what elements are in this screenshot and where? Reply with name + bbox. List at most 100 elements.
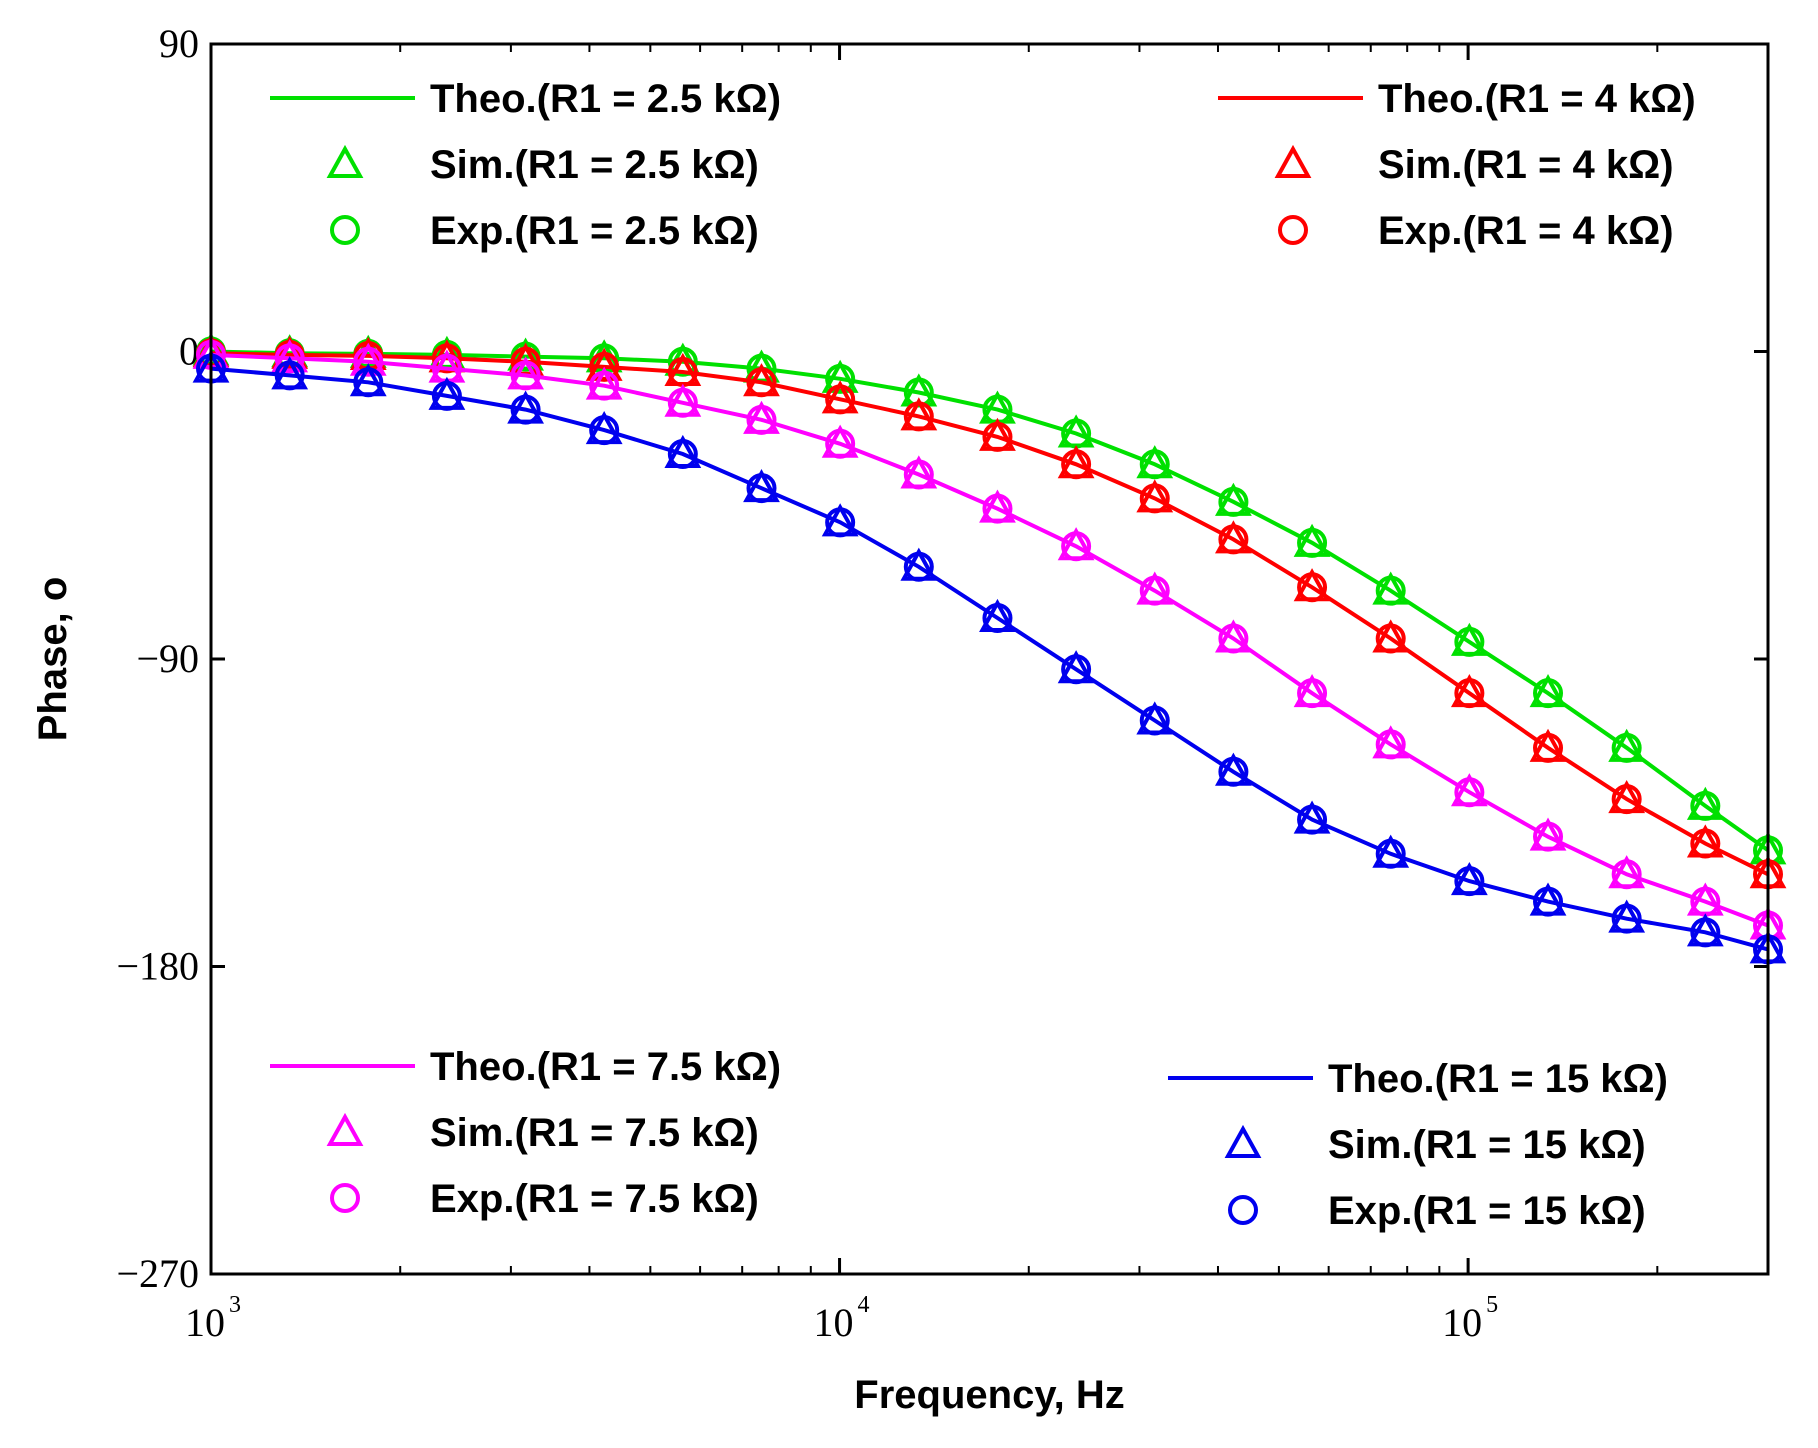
legend-circle-m (330, 1183, 360, 1213)
exp-point-b (1533, 886, 1564, 917)
theo-line-m (210, 352, 1769, 928)
exp-point-g (1454, 626, 1485, 657)
legend-layer: Theo.(R1 = 2.5 kΩ) Sim.(R1 = 2.5 kΩ) Exp.(… (270, 77, 1696, 1233)
exp-point-r (1454, 678, 1485, 709)
plot-frame (209, 42, 1770, 1276)
exp-point-m (667, 387, 698, 418)
exp-point-b (1218, 756, 1249, 787)
x-tick-exponent: 3 (229, 1292, 241, 1318)
y-tick-label: −270 (116, 1251, 199, 1296)
legend-bottom-right: Theo.(R1 = 15 kΩ) Sim.(R1 = 15 kΩ) Exp.(R1… (1168, 1057, 1668, 1233)
y-tick-label: 0 (179, 329, 199, 374)
legend-triangle-b (1224, 1124, 1262, 1158)
exp-point-m (589, 370, 620, 401)
legend-bottom-left: Theo.(R1 = 7.5 kΩ) Sim.(R1 = 7.5 kΩ) Exp.(… (270, 1045, 781, 1221)
x-tick-label: 10 (814, 1300, 854, 1345)
legend-label-sim: Sim.(R1 = 7.5 kΩ) (430, 1111, 759, 1155)
legend-label-sim: Sim.(R1 = 15 kΩ) (1328, 1123, 1646, 1167)
exp-point-b (1139, 705, 1170, 736)
y-tick-label: −180 (116, 944, 199, 989)
exp-point-r (1533, 732, 1564, 763)
exp-point-b (589, 415, 620, 446)
exp-point-b (746, 473, 777, 504)
legend-label-theo: Theo.(R1 = 4 kΩ) (1378, 77, 1696, 121)
series-layer (192, 332, 1787, 965)
exp-point-r (1297, 572, 1328, 603)
legend-triangle-g (326, 144, 364, 178)
exp-point-g (825, 363, 856, 394)
exp-point-r (1690, 828, 1721, 859)
exp-point-b (1375, 838, 1406, 869)
exp-point-r (589, 351, 620, 382)
legend-top-right: Theo.(R1 = 4 kΩ) Sim.(R1 = 4 kΩ) Exp.(R1 =… (1218, 77, 1696, 253)
exp-point-b (667, 439, 698, 469)
x-tick-label: 10 (185, 1300, 225, 1345)
exp-point-m (1454, 777, 1485, 808)
exp-point-m (510, 360, 541, 391)
legend-label-sim: Sim.(R1 = 2.5 kΩ) (430, 143, 759, 187)
exp-point-r (825, 384, 856, 415)
series-m (192, 335, 1787, 941)
legend-label-exp: Exp.(R1 = 7.5 kΩ) (430, 1177, 759, 1221)
x-axis-label: Frequency, Hz (854, 1373, 1124, 1417)
x-axis-ticks: 10 3 10 4 10 5 (185, 44, 1769, 1345)
theo-line-r (210, 351, 1769, 877)
theo-line-b (210, 366, 1769, 952)
legend-label-theo: Theo.(R1 = 7.5 kΩ) (430, 1045, 781, 1089)
exp-point-b (274, 360, 305, 391)
exp-point-g (1690, 790, 1721, 821)
exp-point-r (1139, 483, 1170, 514)
exp-point-r (431, 343, 462, 374)
exp-point-r (1611, 784, 1642, 815)
theo-line-g (210, 349, 1770, 852)
exp-point-b (825, 507, 856, 538)
exp-point-g (1611, 732, 1642, 763)
exp-point-m (274, 343, 305, 374)
legend-label-theo: Theo.(R1 = 2.5 kΩ) (430, 77, 781, 121)
exp-point-m (825, 428, 856, 459)
exp-point-g (1533, 678, 1564, 709)
legend-label-exp: Exp.(R1 = 4 kΩ) (1378, 209, 1674, 253)
exp-point-m (1375, 729, 1406, 760)
exp-point-r (1375, 623, 1406, 654)
legend-circle-r (1278, 215, 1308, 245)
exp-point-m (903, 459, 934, 490)
exp-point-b (353, 367, 384, 398)
exp-point-m (1611, 859, 1642, 890)
exp-point-m (982, 493, 1013, 524)
y-tick-label: −90 (136, 636, 199, 681)
exp-point-m (1218, 623, 1249, 654)
exp-point-b (1690, 917, 1721, 948)
exp-point-g (1139, 449, 1170, 480)
legend-circle-b (1228, 1195, 1258, 1225)
exp-point-b (903, 551, 934, 582)
exp-point-m (1297, 678, 1328, 709)
exp-point-g (1297, 527, 1328, 558)
legend-circle-g (330, 215, 360, 245)
exp-point-m (1061, 531, 1092, 562)
exp-point-m (1533, 821, 1564, 852)
exp-point-g (667, 346, 698, 377)
x-tick-label: 10 (1442, 1300, 1482, 1345)
legend-label-exp: Exp.(R1 = 15 kΩ) (1328, 1189, 1646, 1233)
exp-point-g (1218, 486, 1249, 517)
x-tick-exponent: 5 (1486, 1292, 1498, 1318)
x-tick-exponent: 4 (858, 1292, 870, 1318)
y-axis-label: Phase, o (31, 577, 75, 742)
legend-label-sim: Sim.(R1 = 4 kΩ) (1378, 143, 1674, 187)
exp-point-r (1218, 524, 1249, 555)
legend-triangle-m (326, 1112, 364, 1146)
exp-point-g (1375, 575, 1406, 606)
exp-point-m (353, 346, 384, 377)
exp-point-r (1061, 449, 1092, 480)
exp-point-b (1454, 866, 1485, 897)
exp-point-b (510, 394, 541, 425)
exp-point-b (431, 380, 462, 411)
legend-top-left: Theo.(R1 = 2.5 kΩ) Sim.(R1 = 2.5 kΩ) Exp.(… (270, 77, 781, 253)
exp-point-r (746, 367, 777, 398)
exp-point-b (1297, 804, 1328, 835)
exp-point-m (746, 404, 777, 435)
y-tick-label: 90 (159, 21, 199, 66)
exp-point-r (982, 421, 1013, 452)
